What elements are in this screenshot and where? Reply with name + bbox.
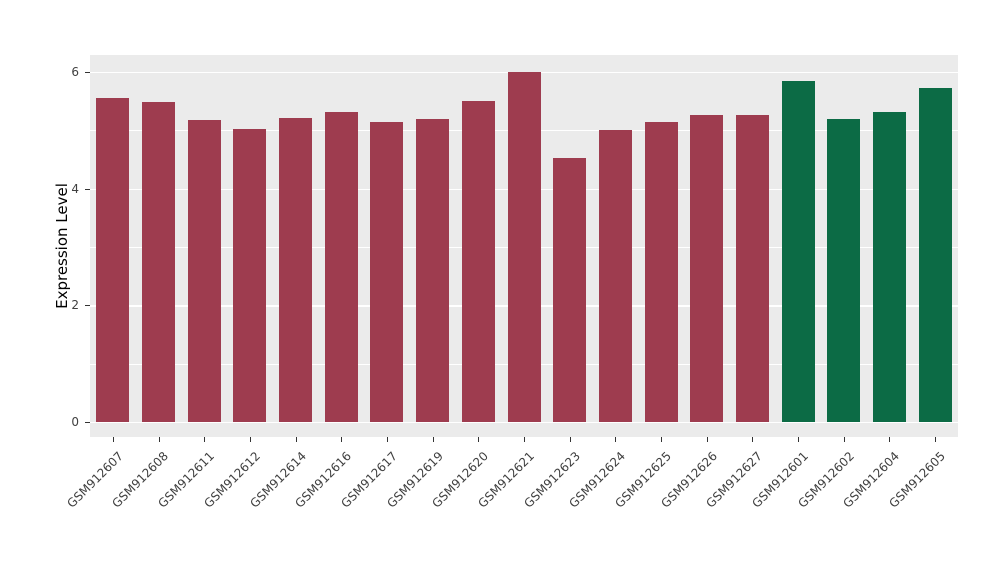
y-tick-label: 6 — [71, 65, 79, 79]
bar-GSM912607 — [96, 98, 130, 422]
bar-GSM912620 — [461, 101, 495, 422]
y-axis: 0 2 4 6 — [0, 55, 90, 437]
bar-GSM912605 — [918, 88, 952, 422]
bar-GSM912627 — [735, 114, 769, 422]
x-tick-mark — [615, 437, 617, 442]
bar-GSM912612 — [233, 128, 267, 422]
bar-GSM912608 — [142, 102, 176, 422]
x-tick-mark — [295, 437, 297, 442]
x-tick-mark — [569, 437, 571, 442]
y-tick-label: 4 — [71, 181, 79, 196]
bar-GSM912604 — [872, 112, 906, 422]
y-tick-mark — [85, 422, 90, 423]
y-tick-mark — [85, 188, 90, 190]
bar-GSM912617 — [370, 122, 404, 422]
x-axis: GSM912607 GSM912608 GSM912611 GSM912612 GSM9… — [64, 437, 958, 577]
gridline-major — [90, 422, 958, 424]
bar-GSM912621 — [507, 72, 541, 422]
y-tick-label: 0 — [71, 415, 79, 429]
x-tick-mark — [843, 437, 845, 442]
x-tick-mark — [341, 437, 343, 442]
y-tick-label: 2 — [71, 298, 79, 313]
x-tick-mark — [706, 437, 708, 442]
bar-GSM912626 — [690, 115, 724, 422]
bar-GSM912625 — [644, 121, 678, 422]
y-tick-mark — [85, 72, 90, 73]
bar-GSM912602 — [827, 119, 861, 422]
x-tick-mark — [661, 437, 663, 442]
y-tick-mark — [85, 305, 90, 307]
x-tick-mark — [524, 437, 525, 442]
plot-panel — [90, 55, 958, 437]
x-tick-mark — [478, 437, 480, 442]
x-tick-mark — [249, 437, 251, 442]
bar-GSM912601 — [781, 81, 815, 422]
x-tick-mark — [204, 437, 206, 442]
x-tick-mark — [752, 437, 754, 442]
bar-GSM912614 — [279, 118, 313, 422]
bar-GSM912611 — [187, 119, 221, 422]
x-tick-mark — [798, 437, 800, 442]
x-tick-mark — [889, 437, 891, 442]
x-tick-mark — [386, 437, 388, 442]
x-tick-mark — [158, 437, 160, 442]
x-tick-mark — [432, 437, 434, 442]
bar-GSM912616 — [324, 111, 358, 422]
bar-GSM912619 — [416, 118, 450, 422]
bar-GSM912623 — [553, 157, 587, 422]
x-tick-mark — [935, 437, 937, 442]
bar-GSM912624 — [598, 130, 632, 422]
x-tick-mark — [112, 437, 114, 442]
